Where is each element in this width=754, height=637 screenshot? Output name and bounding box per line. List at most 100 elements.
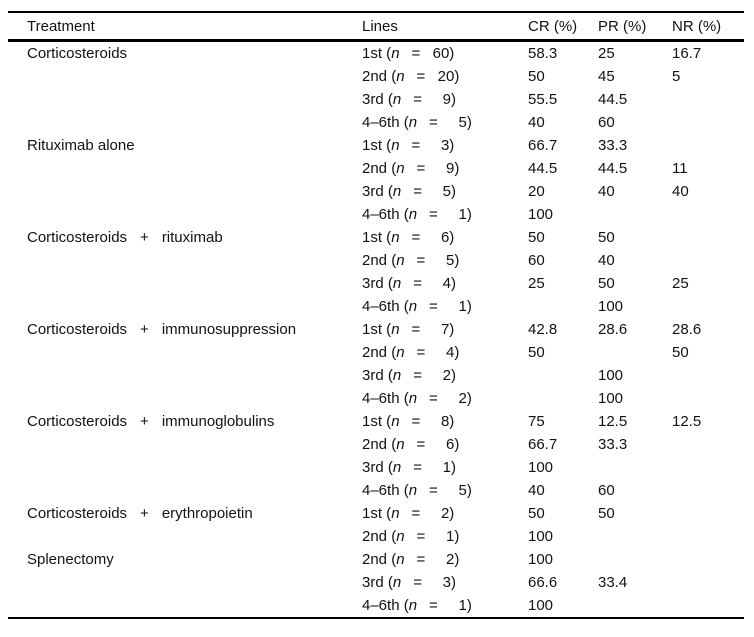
cr-cell: 66.7 (528, 137, 558, 154)
pr-cell: 100 (598, 298, 624, 315)
cr-cell: 66.7 (528, 436, 558, 453)
close-paren: ) (450, 275, 456, 292)
pr-cell: 33.3 (598, 137, 628, 154)
line-n-value: 2 (458, 390, 467, 407)
lines-cell: 3rd (n = 4) (360, 275, 526, 292)
line-n-value: 5 (458, 114, 467, 131)
nr-cell: 25 (672, 275, 689, 292)
equals-sign: = (411, 229, 421, 246)
table-row: 3rd (n = 4) 25 50 25 (8, 272, 744, 295)
lines-cell: 4–6th (n = 5) (360, 114, 526, 131)
close-paren: ) (450, 459, 456, 476)
line-ordinal: 2nd ( (362, 436, 397, 453)
treatment-name: Splenectomy (27, 551, 114, 568)
close-paren: ) (450, 574, 456, 591)
close-paren: ) (466, 482, 472, 499)
cr-cell: 50 (528, 505, 545, 522)
line-n-value: 1 (458, 298, 467, 315)
lines-cell: 4–6th (n = 1) (360, 298, 526, 315)
equals-sign: = (429, 206, 438, 223)
line-n-value: 4 (445, 344, 455, 361)
equals-sign: = (413, 574, 422, 591)
equals-sign: = (411, 505, 421, 522)
equals-sign: = (416, 436, 426, 453)
equals-sign: = (411, 413, 421, 430)
col-header-lines: Lines (362, 17, 398, 35)
line-ordinal: 4–6th ( (362, 298, 409, 315)
n-symbol: n (392, 91, 402, 108)
close-paren: ) (449, 413, 455, 430)
n-symbol: n (391, 413, 400, 430)
close-paren: ) (454, 68, 460, 85)
cr-cell: 55.5 (528, 91, 558, 108)
cr-cell: 40 (528, 114, 545, 131)
n-symbol: n (408, 597, 418, 614)
close-paren: ) (454, 528, 460, 545)
cr-cell: 20 (528, 183, 545, 200)
line-ordinal: 3rd ( (362, 574, 393, 591)
lines-cell: 4–6th (n = 2) (360, 390, 526, 407)
lines-cell: 4–6th (n = 5) (360, 482, 526, 499)
lines-cell: 1st (n = 2) (360, 505, 526, 522)
table-row: 2nd (n = 6) 66.7 33.3 (8, 433, 744, 456)
equals-sign: = (411, 45, 421, 62)
pr-cell: 33.4 (598, 574, 628, 591)
n-symbol: n (396, 344, 405, 361)
lines-cell: 2nd (n = 9) (360, 160, 526, 177)
n-symbol: n (391, 321, 400, 338)
n-symbol: n (391, 137, 400, 154)
line-n-value: 7 (440, 321, 450, 338)
close-paren: ) (449, 137, 455, 154)
cr-cell: 50 (528, 229, 545, 246)
nr-cell: 16.7 (672, 45, 702, 62)
lines-cell: 3rd (n = 1) (360, 459, 526, 476)
table-row: 4–6th (n = 5) 40 60 (8, 111, 744, 134)
line-n-value: 60 (432, 45, 450, 62)
n-symbol: n (396, 160, 405, 177)
cr-cell: 50 (528, 68, 545, 85)
close-paren: ) (466, 114, 472, 131)
equals-sign: = (413, 91, 422, 108)
close-paren: ) (454, 551, 460, 568)
n-symbol: n (396, 252, 405, 269)
n-symbol: n (391, 229, 400, 246)
line-ordinal: 1st ( (362, 45, 392, 62)
n-symbol: n (408, 206, 418, 223)
line-n-value: 6 (445, 436, 455, 453)
lines-cell: 2nd (n = 5) (360, 252, 526, 269)
table-row: Corticosteroids + immunosuppression 1st (n… (8, 318, 744, 341)
equals-sign: = (411, 137, 421, 154)
line-n-value: 3 (440, 137, 450, 154)
table-row: 2nd (n = 1) 100 (8, 525, 744, 548)
close-paren: ) (449, 229, 455, 246)
treatment-name: Rituximab alone (27, 137, 135, 154)
n-symbol: n (392, 574, 402, 591)
equals-sign: = (429, 114, 438, 131)
line-n-value: 20 (437, 68, 455, 85)
close-paren: ) (466, 597, 472, 614)
table-row: 3rd (n = 2) 100 (8, 364, 744, 387)
table-row: Corticosteroids + erythropoietin 1st (n = 2)… (8, 502, 744, 525)
equals-sign: = (429, 390, 438, 407)
pr-cell: 60 (598, 114, 615, 131)
line-ordinal: 4–6th ( (362, 114, 409, 131)
treatment-cell: Corticosteroids + rituximab (8, 229, 360, 246)
equals-sign: = (413, 183, 422, 200)
pr-cell: 44.5 (598, 160, 628, 177)
line-n-value: 1 (458, 206, 467, 223)
treatment-cell: Rituximab alone (8, 137, 360, 154)
lines-cell: 2nd (n = 6) (360, 436, 526, 453)
cr-cell: 100 (528, 551, 554, 568)
treatment-plus: + (140, 505, 149, 522)
line-n-value: 8 (440, 413, 450, 430)
equals-sign: = (429, 298, 438, 315)
treatment-name: Corticosteroids (27, 229, 128, 246)
equals-sign: = (416, 68, 426, 85)
close-paren: ) (450, 183, 456, 200)
table-row: 4–6th (n = 1) 100 (8, 295, 744, 318)
line-n-value: 9 (445, 160, 455, 177)
cr-cell: 66.6 (528, 574, 558, 591)
table-row: 3rd (n = 9) 55.5 44.5 (8, 88, 744, 111)
col-header-cr: CR (%) (528, 17, 578, 35)
